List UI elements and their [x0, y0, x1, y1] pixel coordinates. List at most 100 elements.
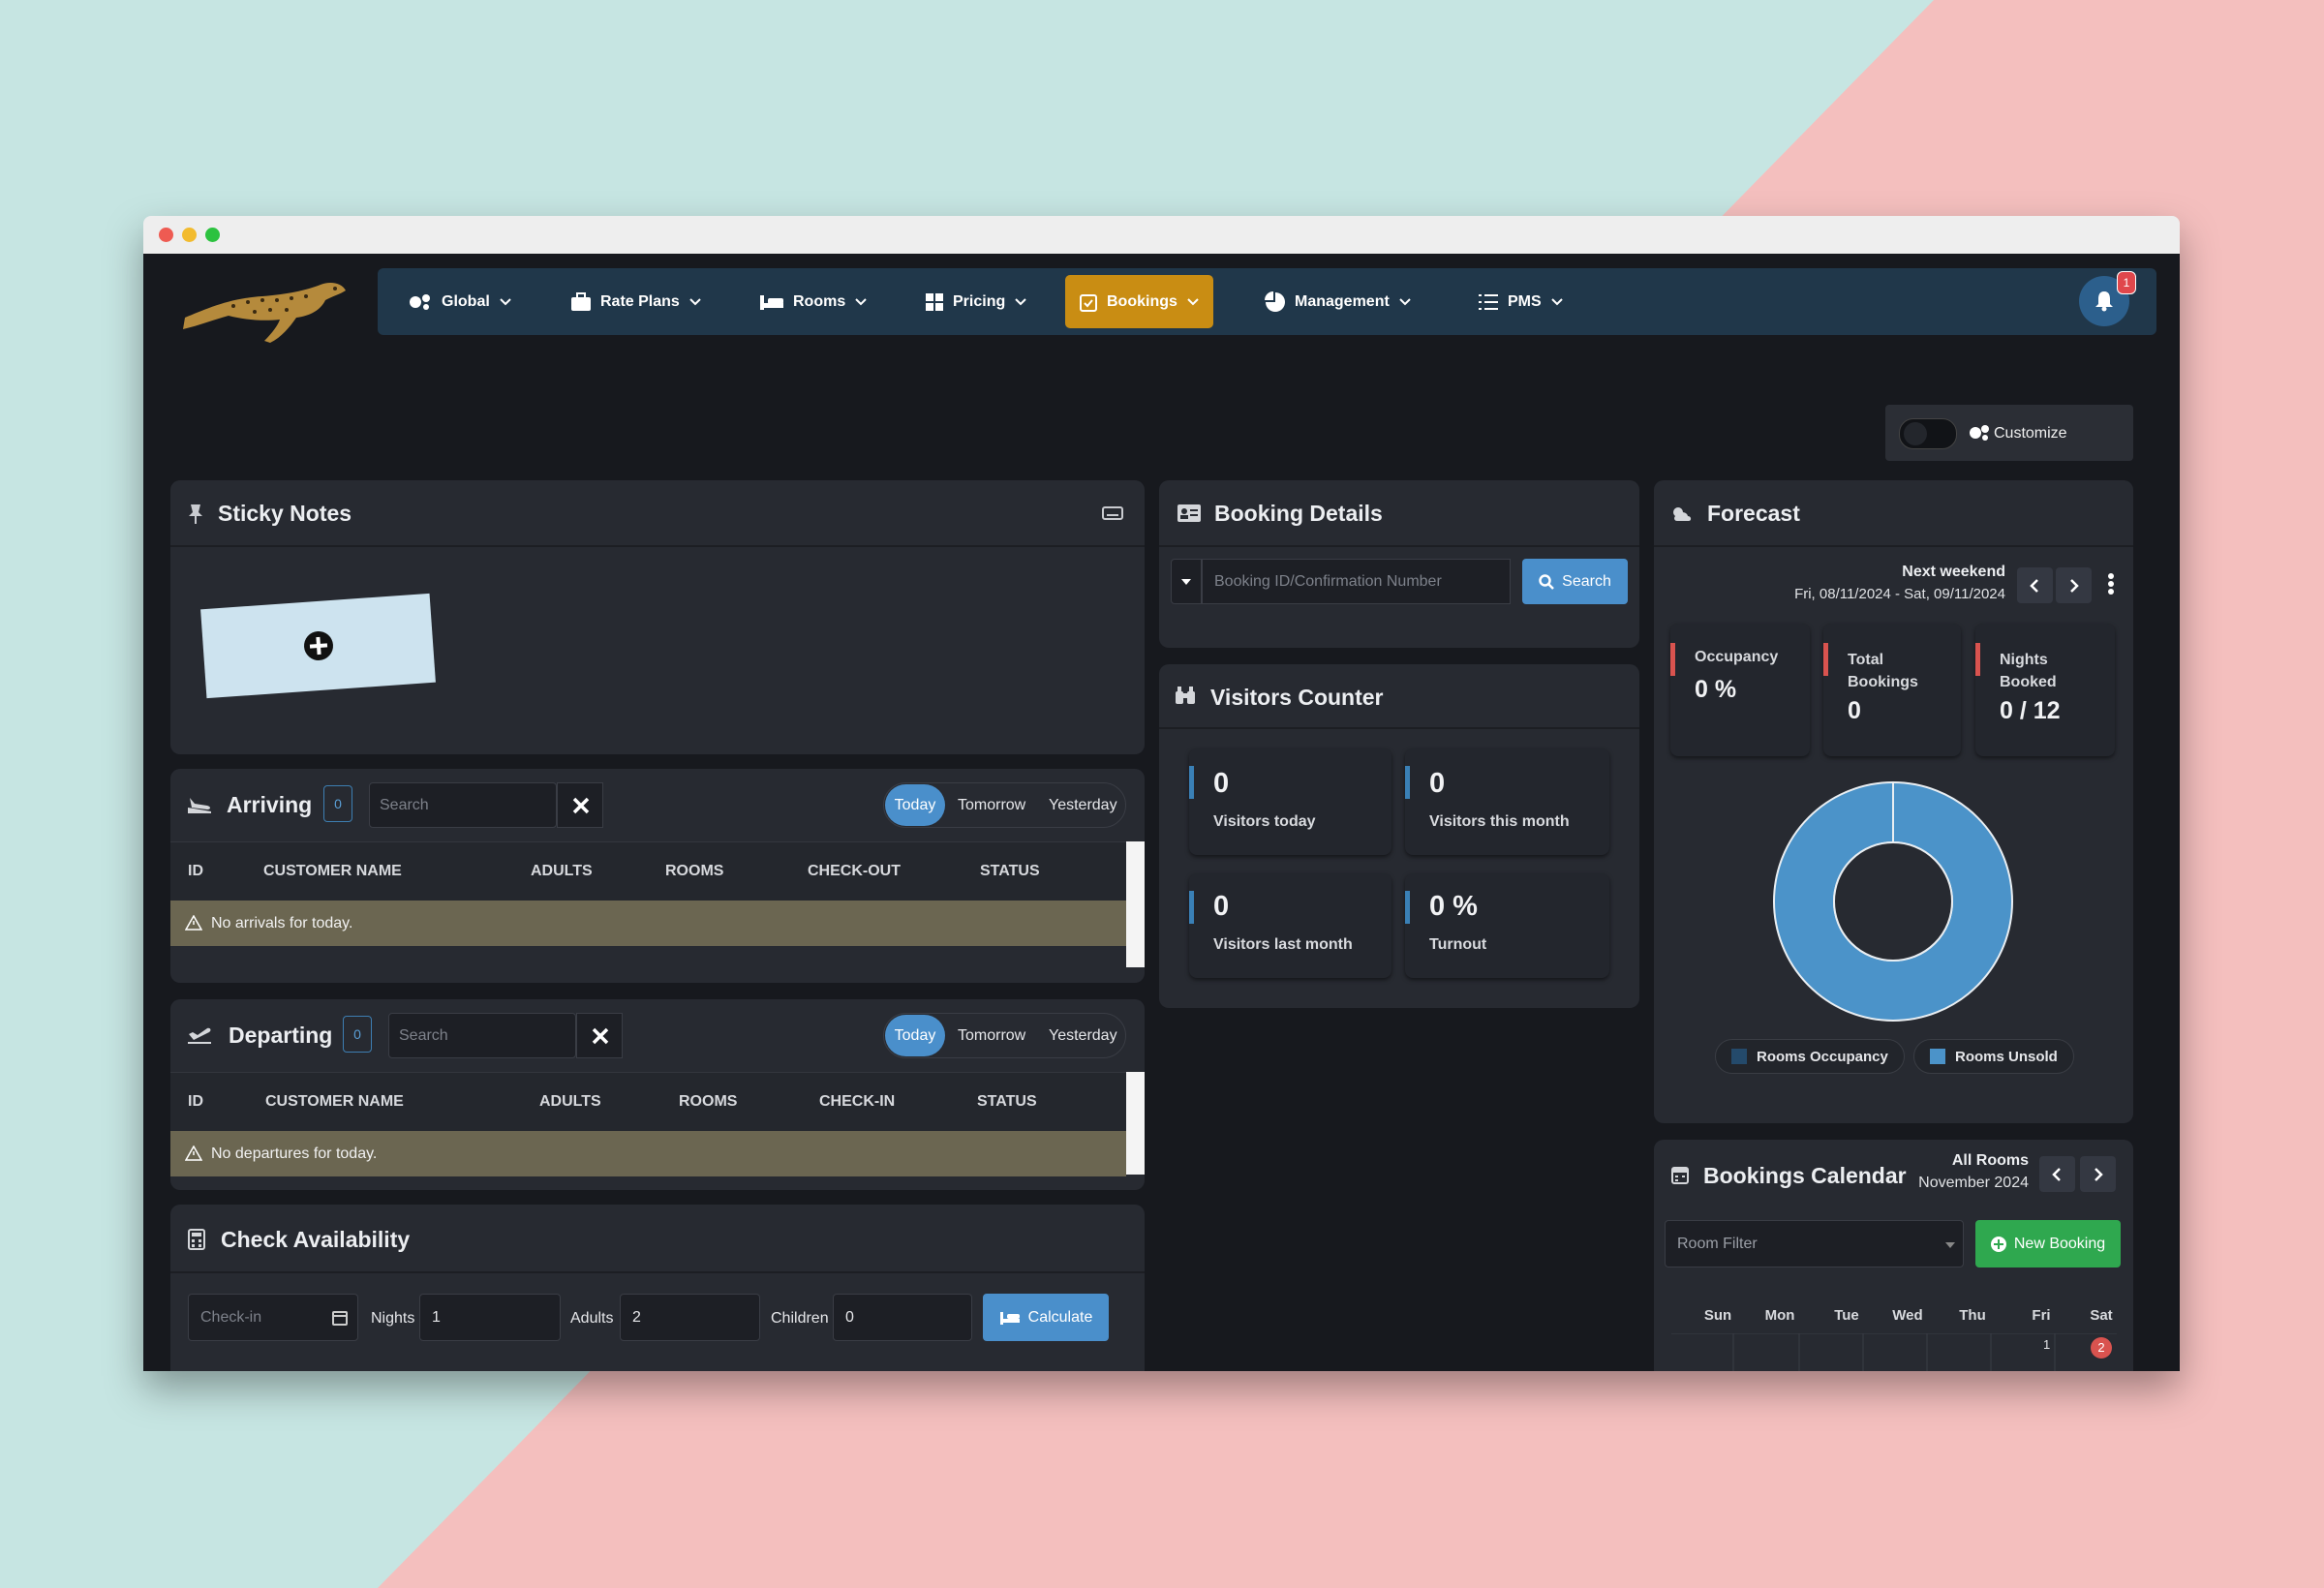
- tab[interactable]: Tomorrow: [958, 1027, 1026, 1044]
- icon: [1177, 504, 1201, 522]
- x-icon: [572, 797, 590, 814]
- switch[interactable]: [1899, 418, 1957, 449]
- weekday-label: Thu: [1959, 1307, 1986, 1324]
- day-number-highlight[interactable]: 2: [2091, 1337, 2112, 1359]
- scrollbar[interactable]: [1126, 841, 1145, 967]
- calculate-button[interactable]: Calculate: [983, 1294, 1109, 1341]
- tab-active[interactable]: Today: [885, 784, 945, 826]
- field-label: Nights: [371, 1310, 415, 1327]
- search-input[interactable]: Search: [369, 782, 557, 828]
- nav-item[interactable]: Rate Plans: [570, 268, 702, 335]
- nav-label: Global: [442, 292, 490, 310]
- nav-item[interactable]: Rooms: [759, 268, 868, 335]
- chevron: [1187, 297, 1199, 305]
- icon: [188, 1229, 205, 1250]
- weekday-label: Fri: [2032, 1307, 2051, 1324]
- calendar-month: November 2024: [1918, 1175, 2029, 1191]
- close-dot[interactable]: [159, 228, 173, 242]
- bookings-calendar-panel: Bookings Calendar All Rooms November 202…: [1654, 1140, 2133, 1371]
- search-button[interactable]: Search: [1522, 559, 1628, 604]
- stat-label: Nights Booked: [2000, 652, 2057, 690]
- button-label: Calculate: [1027, 1308, 1093, 1326]
- icon: [571, 291, 591, 311]
- icon: [2095, 291, 2113, 312]
- legend-label: Rooms Unsold: [1955, 1048, 2058, 1065]
- clear-button[interactable]: [557, 782, 603, 828]
- icon: [1265, 290, 1285, 312]
- keyboard-icon[interactable]: [1102, 506, 1123, 520]
- clear-button[interactable]: [576, 1013, 623, 1058]
- tab[interactable]: Yesterday: [1049, 797, 1117, 813]
- nav-item-active[interactable]: Bookings: [1065, 275, 1213, 328]
- tab-active[interactable]: Today: [885, 1015, 945, 1056]
- icon: [1539, 573, 1555, 590]
- minimize-dot[interactable]: [182, 228, 197, 242]
- x-icon: [592, 1027, 609, 1045]
- search-input[interactable]: Search: [388, 1013, 576, 1058]
- icon: [1673, 507, 1692, 521]
- input-value: 0: [845, 1309, 854, 1326]
- icon: [1080, 293, 1097, 312]
- stat-label: Turnout: [1429, 936, 1487, 953]
- nav-item[interactable]: PMS: [1478, 268, 1564, 335]
- legend-item[interactable]: Rooms Unsold: [1913, 1039, 2074, 1074]
- children-input[interactable]: 0: [833, 1294, 972, 1341]
- legend-swatch: [1731, 1049, 1747, 1064]
- dropdown-toggle[interactable]: [1171, 559, 1202, 604]
- placeholder: Booking ID/Confirmation Number: [1214, 573, 1442, 590]
- nights-input[interactable]: 1: [419, 1294, 561, 1341]
- column-header: ID: [188, 863, 203, 879]
- stat-label: Visitors last month: [1213, 936, 1353, 953]
- field-label: Adults: [570, 1310, 614, 1327]
- panel-header: Booking Details: [1159, 480, 1639, 547]
- legend-item[interactable]: Rooms Occupancy: [1715, 1039, 1905, 1074]
- warning-icon: [185, 915, 202, 931]
- icon: [188, 1027, 211, 1044]
- next-button[interactable]: [2080, 1156, 2116, 1192]
- nav-label: Rooms: [793, 292, 846, 310]
- booking-id-input[interactable]: Booking ID/Confirmation Number: [1202, 559, 1511, 604]
- tab[interactable]: Tomorrow: [958, 797, 1026, 813]
- next-button[interactable]: [2056, 567, 2092, 603]
- count-badge: 0: [323, 785, 352, 822]
- menu-button[interactable]: [2106, 572, 2116, 596]
- stat-card: 0 Visitors this month: [1405, 748, 1609, 855]
- maximize-dot[interactable]: [205, 228, 220, 242]
- chevron: [855, 297, 867, 305]
- legend-swatch: [1930, 1049, 1945, 1064]
- calendar-grid: [1671, 1333, 2117, 1371]
- accent: [1189, 766, 1194, 799]
- scrollbar[interactable]: [1126, 1072, 1145, 1175]
- stat-label: Occupancy: [1695, 649, 1779, 665]
- prev-button[interactable]: [2017, 567, 2053, 603]
- icon: [1671, 1167, 1689, 1184]
- stat-value: 0 %: [1695, 676, 1737, 703]
- adults-input[interactable]: 2: [620, 1294, 760, 1341]
- new-booking-button[interactable]: New Booking: [1975, 1220, 2121, 1267]
- nav-item[interactable]: Global: [408, 268, 512, 335]
- caret: [1945, 1242, 1955, 1248]
- icon: [1990, 1236, 2006, 1252]
- column-header: ADULTS: [531, 863, 593, 879]
- day-number[interactable]: 1: [2043, 1337, 2051, 1352]
- nav-item[interactable]: Pricing: [925, 268, 1027, 335]
- panel-header: Sticky Notes: [170, 480, 1145, 547]
- prev-button[interactable]: [2039, 1156, 2075, 1192]
- sticky-note-add[interactable]: [200, 593, 436, 699]
- customize-toggle[interactable]: Customize: [1885, 405, 2133, 461]
- count-badge: 0: [343, 1016, 372, 1053]
- chevron-left: [2030, 579, 2038, 593]
- logo[interactable]: [175, 271, 350, 347]
- plus-icon: [303, 630, 333, 660]
- room-filter-select[interactable]: Room Filter: [1665, 1220, 1964, 1267]
- tab[interactable]: Yesterday: [1049, 1027, 1117, 1044]
- panel-title: Bookings Calendar: [1703, 1163, 1907, 1188]
- checkin-input[interactable]: Check-in: [188, 1294, 358, 1341]
- visitors-counter-panel: Visitors Counter 0 Visitors today 0 Visito…: [1159, 664, 1639, 1008]
- nav-item[interactable]: Management: [1265, 268, 1412, 335]
- departing-panel: Departing 0 Search Today Tomorrow Yester…: [170, 999, 1145, 1190]
- donut-chart: [1773, 781, 2013, 1022]
- nav-label: Rate Plans: [600, 292, 680, 310]
- chevron-right: [2070, 579, 2079, 593]
